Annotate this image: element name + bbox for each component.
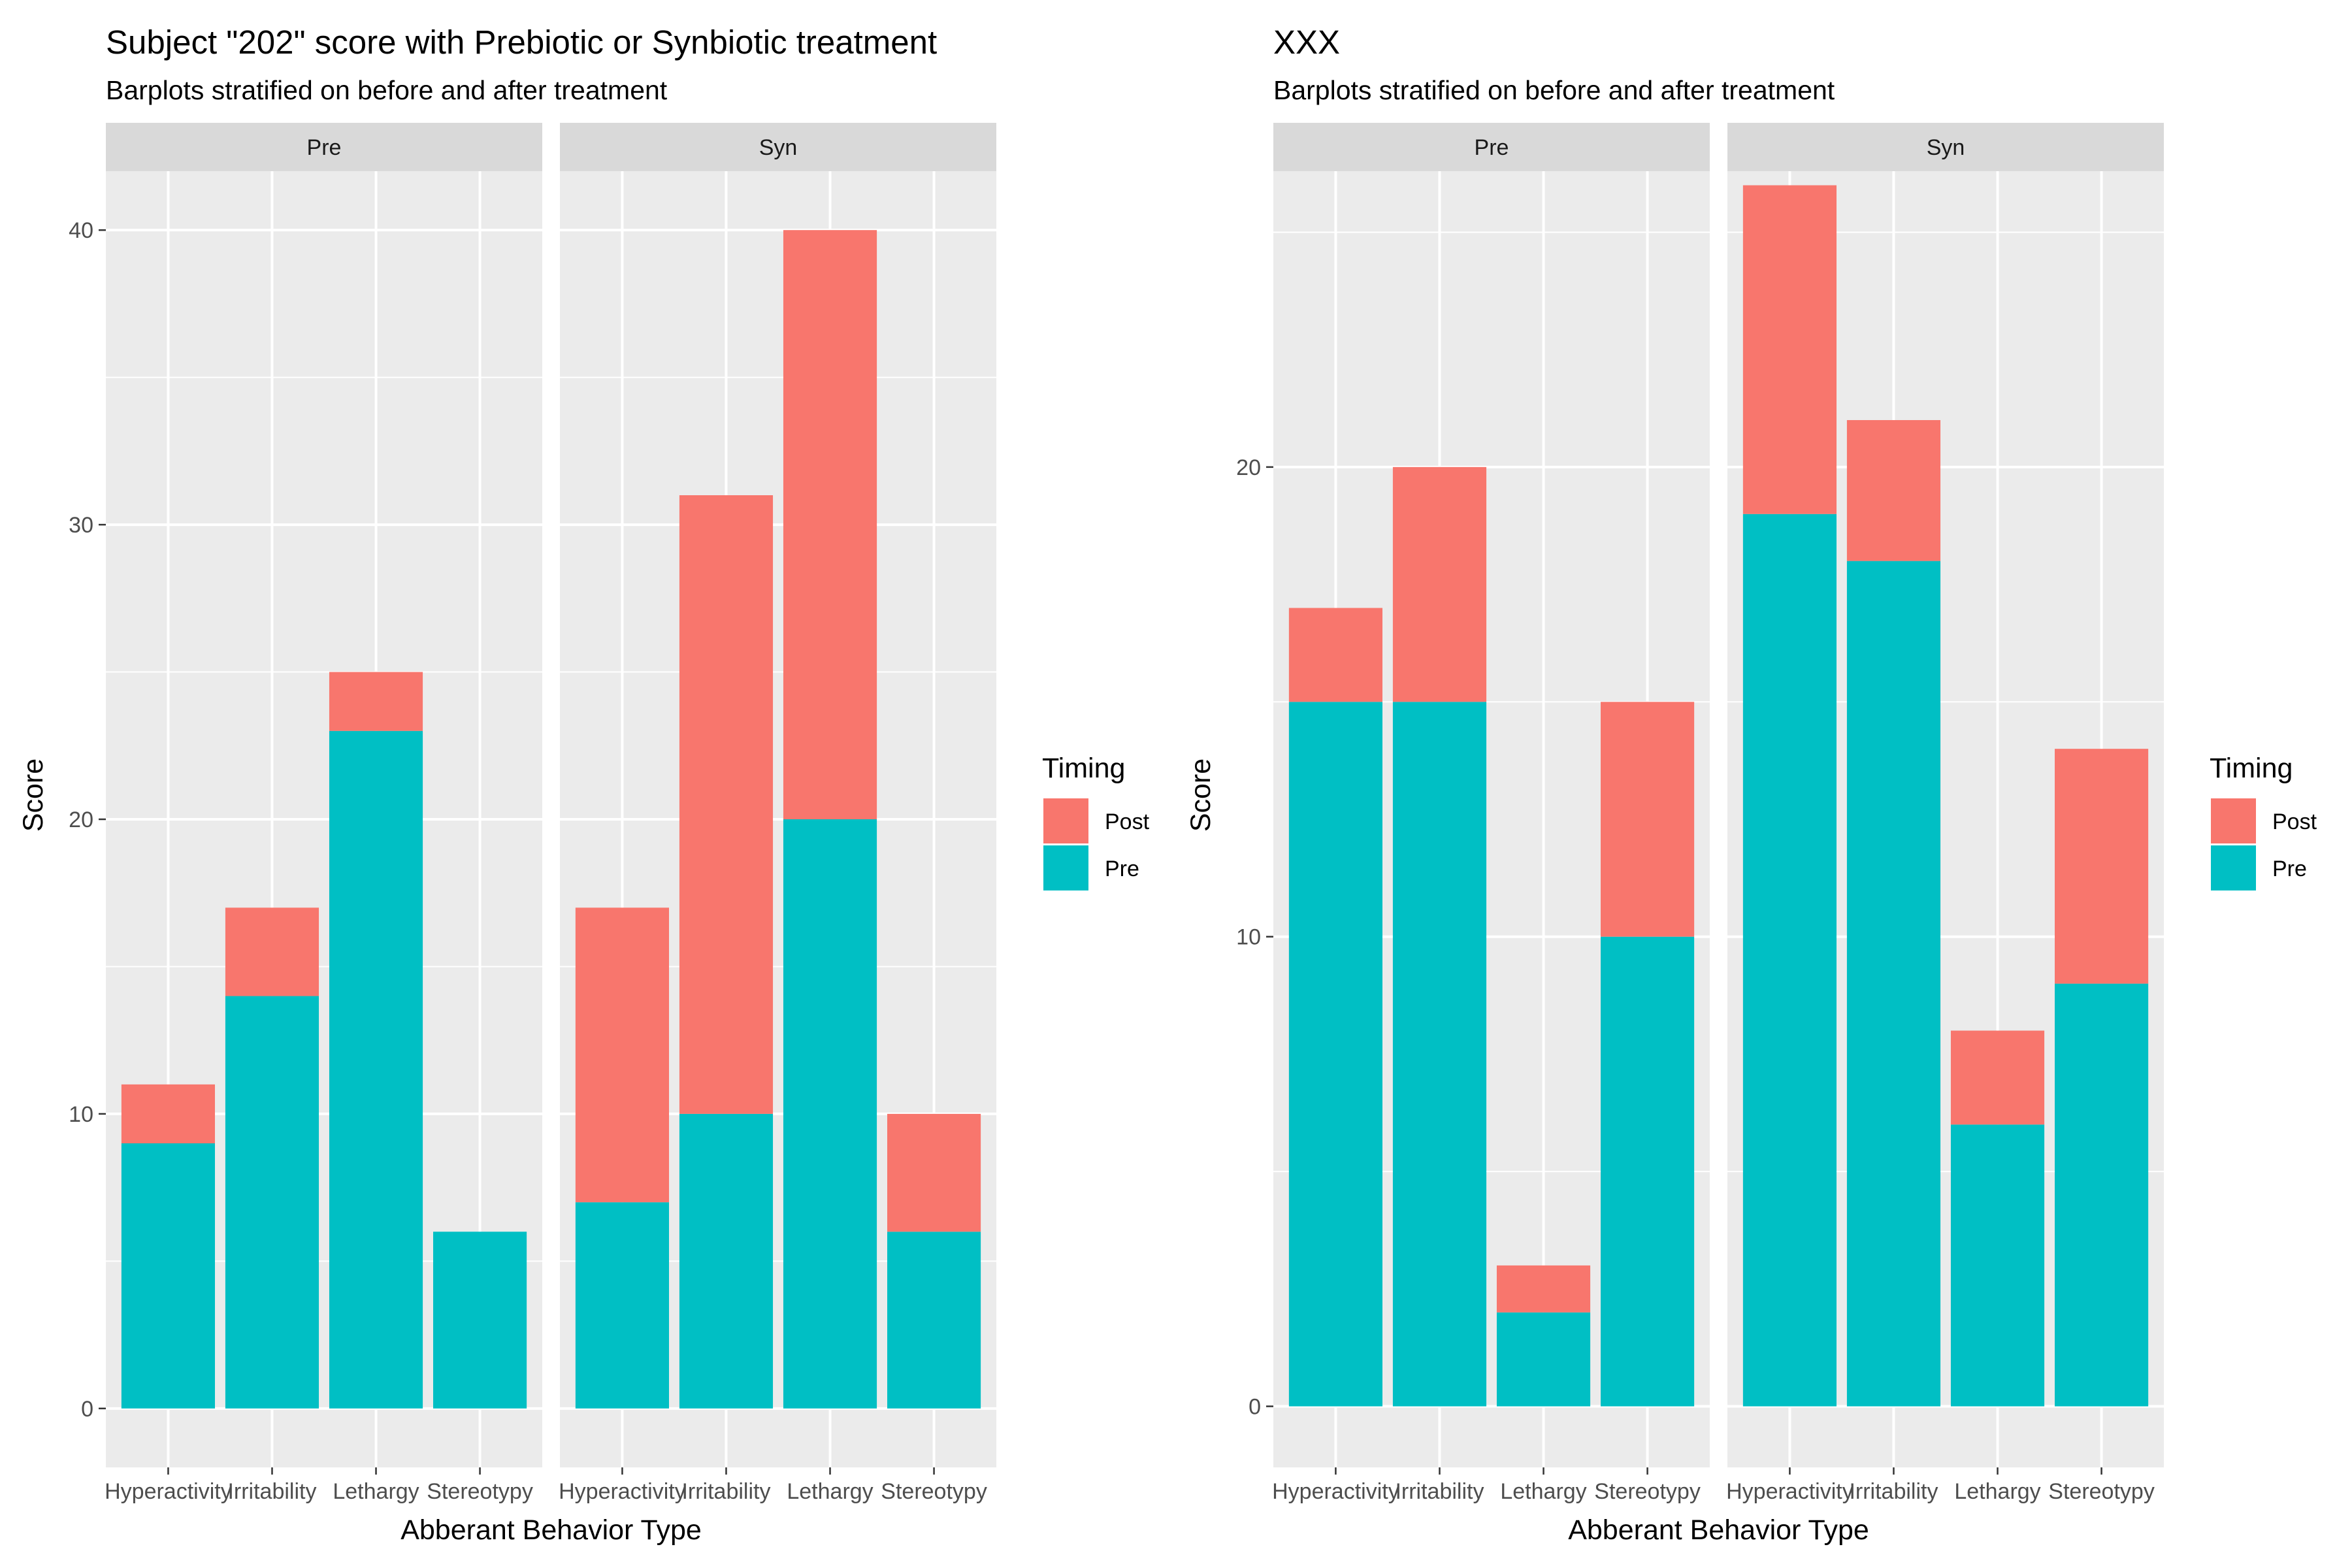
x-tick-label: Irritability [1395, 1479, 1484, 1504]
bar-pre-stereotypy [2055, 983, 2149, 1407]
legend-label-post: Post [1105, 809, 1150, 834]
y-tick-label: 0 [1249, 1395, 1261, 1420]
bar-pre-irritability [225, 996, 319, 1409]
bar-post-stereotypy [887, 1113, 981, 1232]
bar-post-stereotypy [2055, 749, 2149, 984]
bar-post-irritability [679, 495, 774, 1114]
legend: Timing Post Pre [2210, 753, 2317, 890]
bar-post-hyperactivity [575, 907, 669, 1203]
legend-key-pre [1043, 845, 1088, 890]
bar-pre-hyperactivity [121, 1143, 215, 1409]
bar-pre-irritability [1846, 561, 1941, 1407]
facet-strip [1727, 123, 2164, 171]
y-tick-label: 30 [69, 513, 93, 538]
y-tick-label: 10 [1236, 925, 1261, 950]
legend-key-post [2211, 798, 2256, 843]
chart-subtitle: Barplots stratified on before and after … [106, 75, 668, 105]
legend-label-pre: Pre [1105, 857, 1139, 881]
x-axis-title: Abberant Behavior Type [1568, 1514, 1869, 1546]
bar-pre-hyperactivity [575, 1202, 669, 1409]
bar-pre-stereotypy [887, 1232, 981, 1409]
legend-key-post [1043, 798, 1088, 843]
x-tick-label: Stereotypy [2048, 1479, 2155, 1504]
x-tick-label: Irritability [227, 1479, 316, 1504]
bar-post-hyperactivity [1742, 185, 1837, 514]
x-tick-label: Lethargy [1500, 1479, 1586, 1504]
bar-pre-irritability [1392, 702, 1487, 1407]
y-axis-title: Score [18, 759, 49, 832]
bar-post-irritability [1846, 419, 1941, 561]
legend-title: Timing [2210, 753, 2293, 784]
bar-pre-hyperactivity [1742, 514, 1837, 1407]
bar-post-lethargy [329, 672, 423, 731]
legend: Timing Post Pre [1042, 753, 1150, 890]
bar-pre-lethargy [1950, 1124, 2045, 1407]
facet-strip-label: Syn [1927, 135, 1965, 160]
x-tick-label: Lethargy [1954, 1479, 2040, 1504]
legend-label-post: Post [2272, 809, 2317, 834]
y-tick-label: 0 [81, 1397, 93, 1422]
x-tick-label: Lethargy [787, 1479, 873, 1504]
x-tick-label: Hyperactivity [1726, 1479, 1854, 1504]
legend-title: Timing [1042, 753, 1125, 784]
y-axis-title: Score [1185, 759, 1217, 832]
bar-post-lethargy [783, 230, 877, 819]
bar-post-lethargy [1496, 1265, 1591, 1313]
legend-key-pre [2211, 845, 2256, 890]
x-tick-label: Stereotypy [427, 1479, 533, 1504]
chart-subtitle: Barplots stratified on before and after … [1273, 75, 1835, 105]
facet-strip-label: Pre [1475, 135, 1509, 160]
x-tick-label: Irritability [1849, 1479, 1938, 1504]
y-tick-label: 20 [69, 808, 93, 832]
chart-title: Subject "202" score with Prebiotic or Sy… [106, 24, 937, 61]
x-tick-label: Hyperactivity [1272, 1479, 1399, 1504]
bar-post-hyperactivity [1288, 608, 1382, 702]
x-tick-label: Stereotypy [1594, 1479, 1701, 1504]
bar-pre-lethargy [1496, 1312, 1591, 1407]
y-tick-label: 40 [69, 218, 93, 243]
bar-post-irritability [1392, 466, 1487, 702]
x-axis-title: Abberant Behavior Type [400, 1514, 702, 1546]
facet-strip-label: Pre [307, 135, 342, 160]
bar-pre-lethargy [783, 819, 877, 1409]
bar-post-lethargy [1950, 1030, 2045, 1125]
x-tick-label: Hyperactivity [559, 1479, 686, 1504]
bar-pre-stereotypy [1601, 936, 1695, 1407]
facet-strip [1273, 123, 1710, 171]
x-tick-label: Lethargy [333, 1479, 419, 1504]
chart-1: Subject "202" score with Prebiotic or Sy… [18, 24, 1150, 1546]
bar-post-stereotypy [1601, 702, 1695, 937]
x-tick-label: Hyperactivity [105, 1479, 232, 1504]
bar-pre-stereotypy [433, 1232, 527, 1409]
y-tick-label: 10 [69, 1102, 93, 1127]
facet-strip [106, 123, 542, 171]
bar-post-hyperactivity [121, 1084, 215, 1143]
chart-title: XXX [1273, 24, 1340, 61]
chart-2: XXX Barplots stratified on before and aft… [1185, 24, 2317, 1546]
bar-post-irritability [225, 907, 319, 996]
y-tick-label: 20 [1236, 455, 1261, 480]
bar-pre-lethargy [329, 730, 423, 1409]
x-tick-label: Irritability [681, 1479, 770, 1504]
x-tick-label: Stereotypy [881, 1479, 987, 1504]
bar-pre-irritability [679, 1113, 774, 1409]
facet-strip-label: Syn [759, 135, 798, 160]
legend-label-pre: Pre [2272, 857, 2307, 881]
bar-pre-hyperactivity [1288, 702, 1382, 1407]
facet-strip [560, 123, 996, 171]
